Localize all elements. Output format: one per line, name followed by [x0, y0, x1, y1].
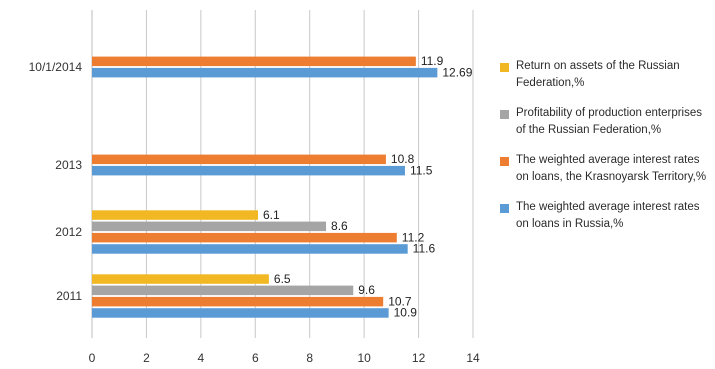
x-tick-label: 2 — [143, 351, 150, 365]
category-label: 10/1/2014 — [29, 60, 83, 74]
bar — [92, 274, 269, 284]
legend-item-russia-rates: The weighted average interest rates on l… — [500, 199, 710, 233]
bar — [92, 67, 438, 78]
data-label: 11.9 — [421, 54, 444, 68]
bar — [92, 232, 397, 243]
legend: Return on assets of the Russian Federati… — [500, 58, 710, 246]
data-label: 6.5 — [274, 272, 291, 286]
legend-swatch-krasnoyarsk-rates — [500, 157, 509, 166]
bar — [92, 308, 389, 318]
data-label: 10.7 — [388, 294, 412, 308]
data-label: 11.5 — [410, 163, 433, 177]
legend-item-return-on-assets: Return on assets of the Russian Federati… — [500, 58, 710, 92]
data-label: 11.6 — [413, 242, 436, 256]
category-label: 2013 — [55, 158, 82, 172]
legend-swatch-return-on-assets — [500, 63, 509, 72]
legend-label-russia-rates: The weighted average interest rates on l… — [516, 201, 700, 230]
bar — [92, 285, 354, 296]
x-tick-label: 10 — [357, 351, 371, 365]
legend-swatch-russia-rates — [500, 204, 509, 213]
legend-swatch-profitability — [500, 110, 509, 119]
bar — [92, 165, 405, 176]
x-tick-label: 6 — [252, 351, 259, 365]
bar — [92, 221, 327, 232]
data-label: 6.1 — [263, 208, 280, 222]
x-tick-label: 0 — [89, 351, 96, 365]
bar — [92, 56, 416, 67]
legend-item-profitability: Profitability of production enterprises … — [500, 105, 710, 139]
legend-label-profitability: Profitability of production enterprises … — [516, 107, 703, 136]
bar — [92, 154, 386, 165]
bar — [92, 244, 408, 254]
category-label: 2011 — [56, 289, 82, 303]
data-label: 10.8 — [391, 152, 415, 166]
data-label: 9.6 — [358, 283, 375, 297]
legend-label-return-on-assets: Return on assets of the Russian Federati… — [516, 60, 680, 89]
legend-item-krasnoyarsk-rates: The weighted average interest rates on l… — [500, 152, 710, 186]
x-tick-label: 8 — [306, 351, 313, 365]
bar — [92, 296, 384, 307]
bar — [92, 210, 259, 220]
x-tick-label: 12 — [412, 351, 426, 365]
data-label: 8.6 — [331, 219, 348, 233]
data-label: 10.9 — [394, 306, 418, 320]
category-label: 2012 — [55, 225, 82, 239]
data-label: 12.69 — [442, 65, 472, 79]
data-label: 11.2 — [402, 230, 425, 244]
legend-label-krasnoyarsk-rates: The weighted average interest rates on l… — [516, 154, 707, 183]
x-tick-label: 4 — [198, 351, 205, 365]
x-tick-label: 14 — [466, 351, 480, 365]
